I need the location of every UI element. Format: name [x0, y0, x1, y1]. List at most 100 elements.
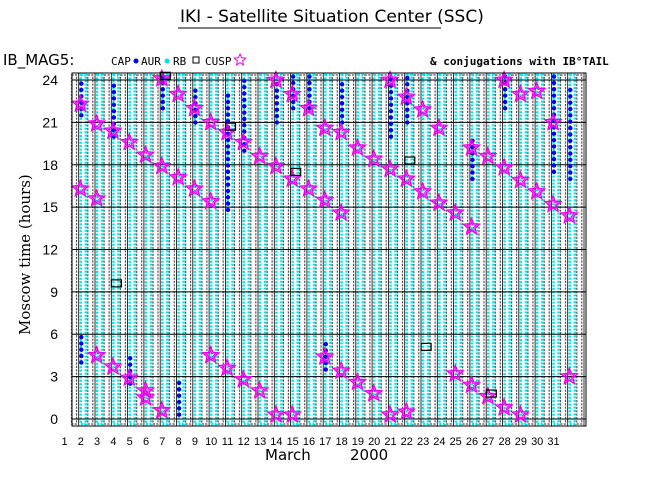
cap-dot — [502, 99, 508, 105]
cusp-star — [282, 83, 302, 103]
cap-dot — [291, 99, 296, 105]
cap-dot — [291, 80, 296, 86]
cap-dot — [176, 399, 182, 405]
cusp-star — [168, 83, 188, 103]
cusp-markers — [70, 68, 580, 423]
cusp-star-inner — [449, 206, 462, 218]
cap-dot — [242, 148, 247, 153]
y-tick-label: 3 — [50, 369, 58, 385]
y-tick-label: 9 — [50, 284, 58, 300]
cap-dot — [551, 131, 557, 136]
x-tick-label: 24 — [433, 436, 445, 448]
cusp-star-inner — [514, 174, 527, 186]
cusp-star-inner — [188, 102, 201, 114]
cusp-star-inner — [318, 193, 331, 206]
cap-dot — [225, 182, 231, 187]
cap-dot — [388, 89, 394, 95]
cap-dot — [274, 120, 280, 125]
cusp-star — [331, 360, 351, 380]
cap-dot — [339, 113, 345, 119]
cap-dot — [568, 94, 573, 99]
legend-rb-label: RB — [173, 55, 187, 68]
rb-big-box — [159, 71, 171, 80]
cusp-star-inner — [384, 408, 396, 420]
cusp-star — [119, 131, 139, 151]
cap-dot — [551, 169, 557, 175]
cusp-star-inner — [221, 361, 233, 374]
cusp-star-inner — [106, 124, 119, 136]
cap-dot — [388, 96, 394, 101]
cap-dot — [274, 113, 280, 119]
cap-dot — [551, 80, 557, 86]
cusp-star-inner — [286, 172, 299, 184]
cusp-star — [478, 386, 498, 405]
cap-dot — [339, 107, 345, 112]
cap-dot — [307, 93, 312, 98]
cusp-star-inner — [139, 148, 152, 160]
cap-dot — [193, 94, 198, 100]
cap-dot — [568, 138, 573, 143]
cap-dot — [568, 113, 573, 118]
x-tick-label: 7 — [159, 436, 165, 448]
x-tick-label: 21 — [384, 436, 396, 448]
cap-dot — [551, 144, 557, 149]
cusp-star-inner — [155, 160, 168, 172]
cusp-star — [135, 144, 156, 164]
cusp-star — [266, 69, 286, 89]
cap-dot — [79, 360, 84, 365]
cusp-star — [396, 168, 417, 188]
cusp-star-inner — [269, 73, 282, 86]
cap-dot — [225, 118, 231, 124]
cusp-star-inner — [123, 136, 136, 148]
x-tick-label: 19 — [352, 436, 364, 448]
cap-dot — [388, 121, 394, 127]
rb-big-box — [420, 342, 432, 352]
cap-dot — [470, 170, 475, 175]
cap-dot — [307, 80, 312, 86]
legend-cusp-label: CUSP — [205, 55, 232, 68]
cusp-star — [396, 401, 417, 421]
cap-dot — [193, 113, 198, 119]
cusp-star — [494, 69, 514, 89]
cusp-star — [184, 178, 205, 198]
cusp-star — [380, 158, 400, 178]
cusp-star — [298, 178, 319, 198]
x-tick-label: 23 — [417, 436, 429, 448]
cusp-star-inner — [318, 350, 331, 362]
cap-dot — [274, 94, 280, 100]
cap-dot — [242, 78, 247, 83]
rb-big-box — [224, 122, 237, 131]
cusp-star-inner — [514, 88, 527, 100]
cusp-star-inner — [465, 141, 478, 153]
x-tick-label: 20 — [368, 436, 380, 448]
cap-dot — [128, 362, 133, 367]
cusp-star — [461, 374, 482, 394]
cap-dot — [225, 156, 231, 162]
cap-dot — [79, 341, 84, 346]
cusp-star — [135, 380, 156, 399]
cusp-star-inner — [253, 150, 266, 162]
cusp-star — [70, 93, 91, 113]
cusp-star-inner — [302, 182, 315, 194]
cap-dot — [242, 91, 247, 96]
cap-dot — [160, 93, 165, 98]
cusp-star — [429, 117, 449, 137]
x-tick-label: 2 — [78, 436, 84, 448]
cap-dot — [79, 113, 84, 118]
cap-dot — [291, 74, 296, 79]
cusp-star-inner — [514, 408, 527, 420]
cusp-star — [494, 157, 514, 176]
cusp-star — [526, 81, 547, 100]
x-tick-label: 22 — [401, 436, 413, 448]
legend-cap-label: CAP — [111, 55, 131, 68]
cusp-star — [315, 346, 335, 366]
y-tick-label: 12 — [42, 242, 58, 258]
cap-dot — [225, 144, 231, 149]
cusp-star-inner — [400, 90, 413, 102]
plot-frame — [71, 72, 587, 427]
cap-dot — [568, 100, 573, 105]
cusp-star — [461, 216, 482, 236]
cusp-star-inner — [90, 117, 103, 129]
cap-dot — [274, 107, 280, 112]
cap-dot — [470, 163, 475, 169]
